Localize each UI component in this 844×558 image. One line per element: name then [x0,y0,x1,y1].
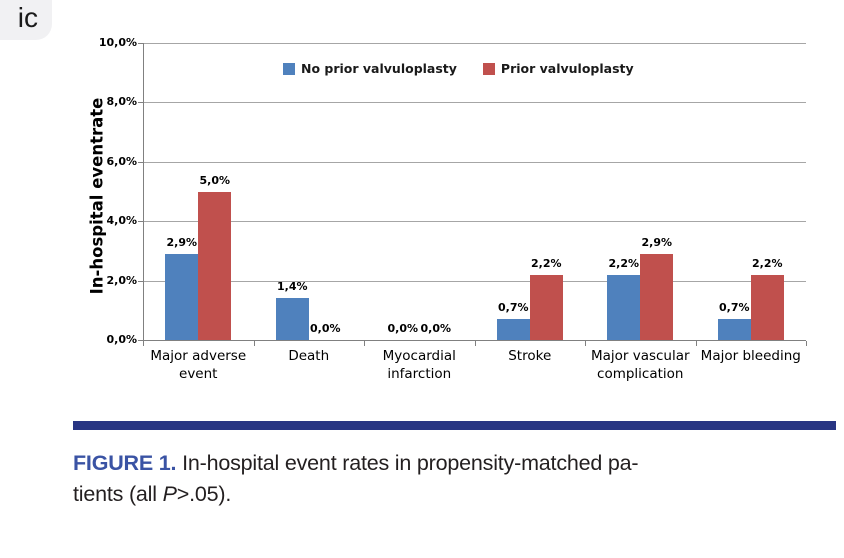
bar-value-label: 0,7% [497,301,529,315]
bar-no-prior-4 [607,274,641,340]
legend-item-no-prior-valvuloplasty: No prior valvuloplasty [283,61,457,76]
x-category-label: Death [288,348,330,364]
y-axis-tick [138,102,143,104]
figure-caption-line1: In-hospital event rates in propensity-ma… [176,451,639,475]
y-tick-label: 8,0% [106,95,137,109]
bar-no-prior-0 [165,253,199,340]
bar-value-label: 2,2% [608,256,639,270]
gridline [143,280,806,282]
y-axis-title: In-hospital eventrate [87,97,107,295]
legend-item-prior-valvuloplasty: Prior valvuloplasty [482,61,634,76]
x-category-label: Major bleeding [700,348,801,364]
bar-value-label: 0,0% [420,322,451,335]
bar-prior-4 [640,253,674,340]
bar-no-prior-5 [717,319,751,340]
x-axis-tick [585,341,586,346]
bar-prior-3 [529,274,563,340]
corner-badge-label: ic [17,2,38,33]
legend-swatch-icon [482,62,495,75]
bar-no-prior-3 [496,319,530,340]
legend-label: No prior valvuloplasty [301,61,457,76]
x-axis-tick [695,341,697,346]
chart-legend: No prior valvuloplasty Prior valvuloplast… [283,61,634,76]
y-axis-tick [138,340,143,341]
bar-value-label: 0,0% [387,322,418,335]
x-category-label: Stroke [508,348,552,364]
y-axis-line [143,43,144,341]
bar-value-label: 2,2% [530,256,562,270]
legend-label: Prior valvuloplasty [500,61,634,76]
bar-value-label: 0,7% [718,301,750,315]
y-axis-tick [138,221,143,223]
bar-value-label: 2,9% [166,235,197,249]
figure-caption-p: P [162,482,177,506]
bar-prior-0 [198,191,232,340]
y-tick-label: 6,0% [106,154,137,168]
figure-caption-label: FIGURE 1. [73,451,177,475]
y-tick-label: 0,0% [106,333,137,346]
y-tick-label: 2,0% [106,273,137,287]
gridline [143,43,806,44]
y-tick-label: 10,0% [98,36,137,49]
gridline [143,102,806,104]
bar-value-label: 0,0% [309,322,341,335]
bar-chart-figure: In-hospital eventrate No prior valvulopl… [87,36,807,382]
bar-no-prior-1 [275,298,309,340]
bar-value-label: 2,2% [751,256,783,270]
bar-prior-5 [750,274,784,340]
corner-badge[interactable]: ic [0,0,52,40]
y-axis-tick [138,161,143,163]
x-axis-line [143,340,806,341]
x-axis-tick [474,341,476,346]
figure-caption-line2-pre: tients (all [73,482,163,506]
x-category-label: Major adverse event [150,348,247,382]
legend-swatch-icon [283,62,295,75]
gridline [143,161,806,163]
figure-caption: FIGURE 1. In-hospital event rates in pro… [73,448,793,510]
figure-caption-line2-post: >.05). [176,482,232,506]
y-axis-tick [138,280,143,282]
bar-value-label: 1,4% [276,280,308,294]
bar-value-label: 5,0% [199,173,230,187]
bar-value-label: 2,9% [641,235,672,249]
gridline [143,221,806,223]
x-axis-tick [806,341,807,346]
x-axis-tick [143,341,144,346]
x-axis-tick [253,341,255,346]
y-tick-label: 4,0% [106,214,137,228]
x-category-label: Myocardial infarction [382,348,456,382]
section-divider-rule [73,421,836,430]
y-axis-tick [138,43,143,44]
x-category-label: Major vascular complication [590,348,690,382]
x-axis-tick [364,341,365,346]
